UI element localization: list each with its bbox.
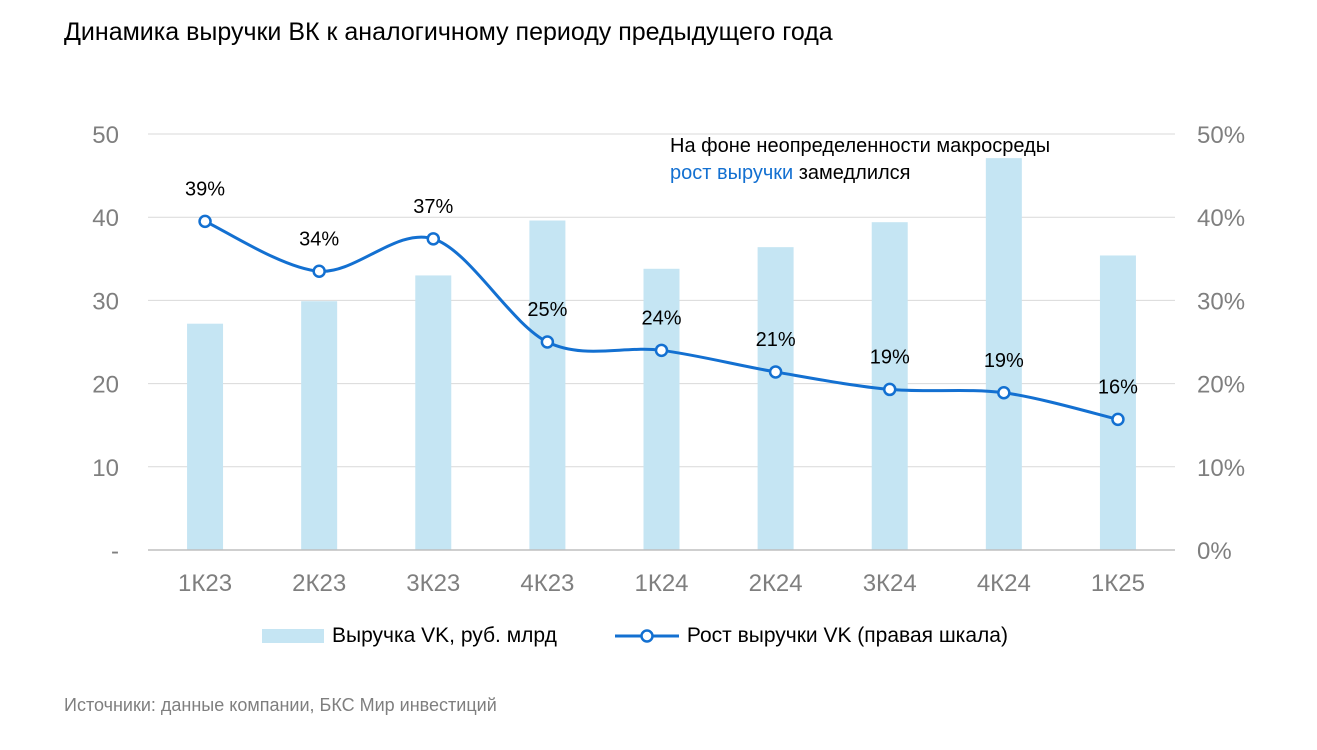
growth-line [198,214,1125,427]
revenue-bar [415,275,452,550]
revenue-bar [985,158,1022,551]
chart-plot: - 10 20 30 40 50 0% 10% 20% 30% 40% 50% 1К23 2К23 3К… [92,122,1245,597]
growth-line-path [204,219,1119,421]
legend-bar-swatch [262,629,324,643]
chart-title: Динамика выручки ВК к аналогичному перио… [64,18,833,46]
revenue-bar [529,220,566,550]
growth-point [654,343,669,358]
legend-item-growth: Рост выручки VK (правая шкала) [614,624,1008,648]
category-label: 2К24 [749,570,803,597]
growth-point [540,335,555,349]
right-tick-label: 20% [1197,372,1245,399]
growth-data-label: 34% [299,228,339,250]
growth-data-label: 19% [870,346,910,368]
growth-point [198,214,212,229]
revenue-bar [187,323,224,550]
legend-item-revenue: Выручка VK, руб. млрд [262,624,557,648]
category-label: 2К23 [292,570,346,597]
growth-point [997,386,1011,400]
growth-data-label: 37% [413,196,453,218]
right-tick-label: 30% [1197,288,1245,315]
category-label: 3К23 [406,570,460,597]
category-label: 3К24 [863,570,917,597]
growth-point [312,264,326,279]
right-tick-label: 40% [1197,205,1245,232]
revenue-bar [757,247,794,551]
legend-label-revenue: Выручка VK, руб. млрд [332,624,557,647]
category-label: 4К24 [977,570,1031,597]
annotation-rest: замедлился [793,162,910,184]
left-tick-label: 30 [92,288,119,315]
right-tick-label: 10% [1197,455,1245,482]
revenue-bar [301,301,338,550]
growth-data-labels: 39% 34% 37% 25% 24% 21% 19% 19% 16% [185,178,1138,398]
revenue-bar [643,268,680,550]
x-axis-categories: 1К23 2К23 3К23 4К23 1К24 2К24 3К24 4К24 1К25 [178,570,1145,597]
growth-point [1111,412,1125,427]
category-label: 1К24 [634,570,688,597]
left-tick-label: 20 [92,372,119,399]
growth-data-label: 21% [756,329,796,351]
left-tick-label: - [111,538,119,565]
growth-data-label: 16% [1098,376,1138,398]
growth-point [882,382,897,397]
legend-label-growth: Рост выручки VK (правая шкала) [686,624,1008,647]
right-tick-label: 0% [1197,538,1232,565]
annotation-highlight: рост выручки [670,162,793,184]
left-tick-label: 50 [92,122,119,149]
growth-point [426,232,441,246]
category-label: 1К25 [1091,570,1145,597]
annotation: На фоне неопределенности макросреды рост… [670,135,1050,184]
left-tick-label: 10 [92,455,119,482]
growth-data-label: 25% [527,299,567,321]
revenue-bars [187,158,1136,551]
category-label: 1К23 [178,570,232,597]
legend-line-swatch [614,629,679,643]
growth-data-label: 19% [984,350,1024,372]
left-axis-ticks: - 10 20 30 40 50 [92,122,119,565]
growth-point [768,365,783,379]
left-tick-label: 40 [92,205,119,232]
revenue-bar [1099,255,1136,551]
right-axis-ticks: 0% 10% 20% 30% 40% 50% [1197,122,1245,565]
growth-data-label: 24% [641,307,681,329]
annotation-line-1: На фоне неопределенности макросреды [670,135,1050,157]
legend: Выручка VK, руб. млрд Рост выручки VK (п… [262,624,1008,648]
right-tick-label: 50% [1197,122,1245,149]
growth-data-label: 39% [185,178,225,200]
annotation-line-2: рост выручки замедлился [670,162,911,184]
category-label: 4К23 [520,570,574,597]
source-note: Источники: данные компании, БКС Мир инве… [64,695,497,715]
